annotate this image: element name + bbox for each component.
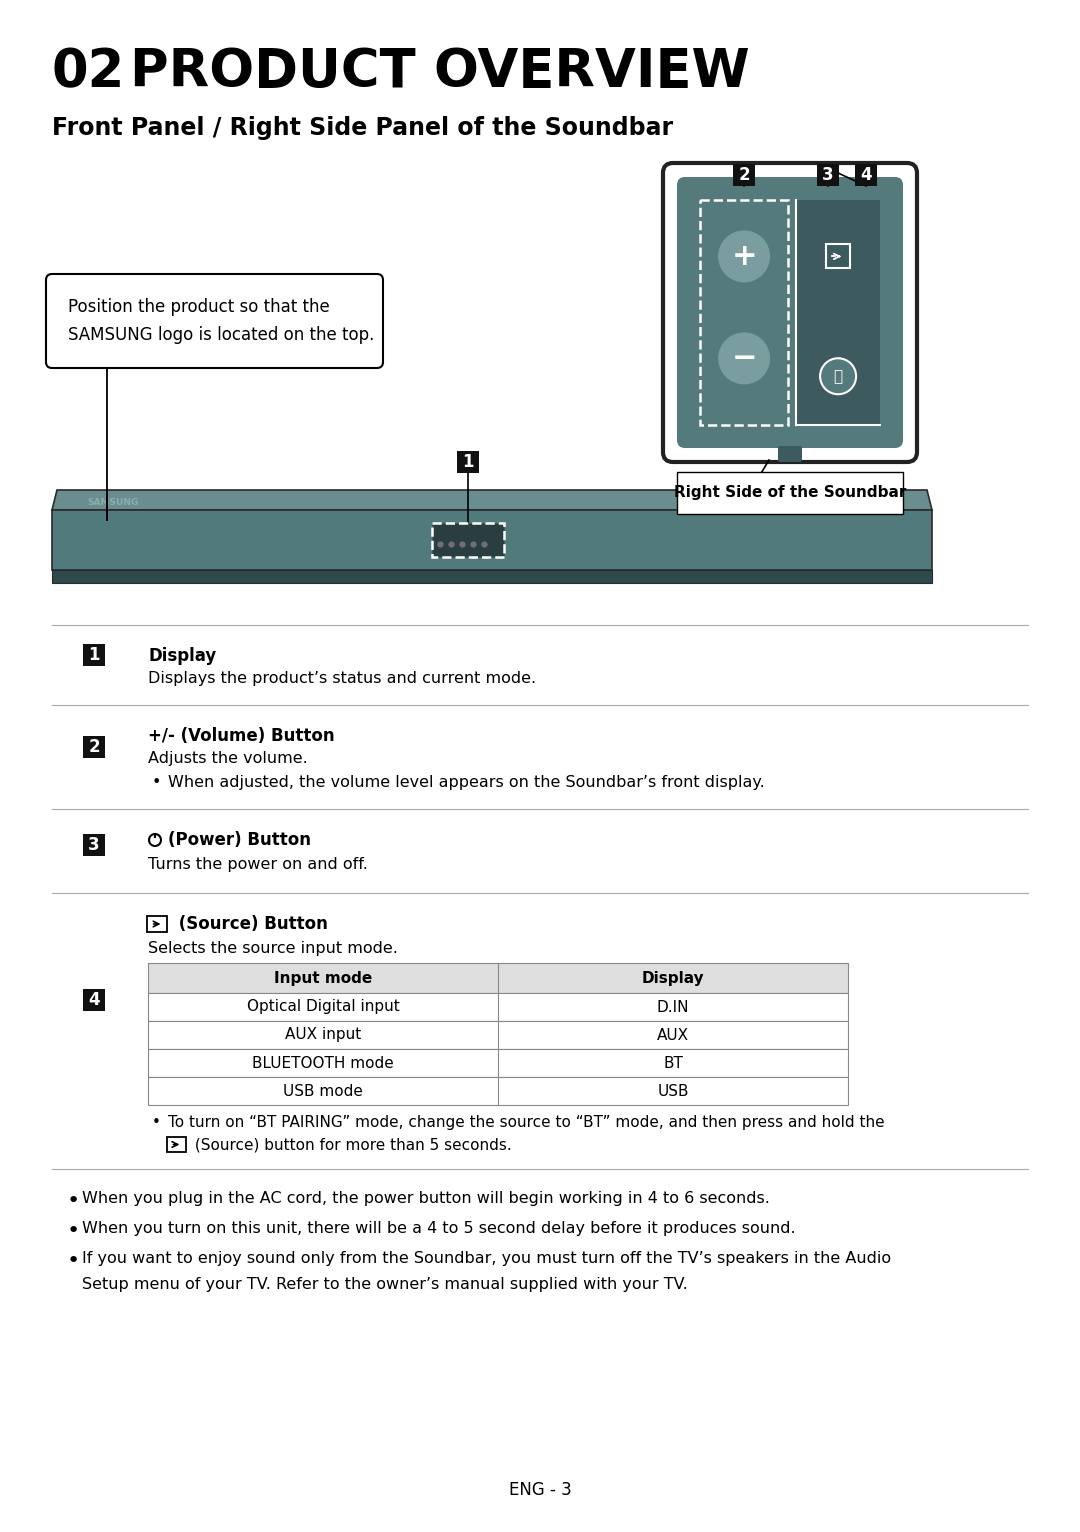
FancyBboxPatch shape bbox=[855, 164, 877, 185]
FancyBboxPatch shape bbox=[677, 472, 903, 515]
Polygon shape bbox=[52, 490, 932, 510]
Text: 2: 2 bbox=[89, 738, 99, 755]
Text: 2: 2 bbox=[739, 165, 750, 184]
Text: 1: 1 bbox=[89, 647, 99, 663]
Text: Input mode: Input mode bbox=[274, 970, 373, 985]
FancyBboxPatch shape bbox=[796, 201, 880, 424]
Text: Optical Digital input: Optical Digital input bbox=[246, 999, 400, 1014]
Text: Turns the power on and off.: Turns the power on and off. bbox=[148, 856, 368, 872]
Text: BT: BT bbox=[663, 1056, 683, 1071]
Text: Right Side of the Soundbar: Right Side of the Soundbar bbox=[674, 486, 906, 501]
Text: 1: 1 bbox=[462, 453, 474, 470]
Text: To turn on “BT PAIRING” mode, change the source to “BT” mode, and then press and: To turn on “BT PAIRING” mode, change the… bbox=[168, 1115, 885, 1131]
Text: 3: 3 bbox=[89, 836, 99, 853]
FancyBboxPatch shape bbox=[818, 164, 839, 185]
Text: USB: USB bbox=[658, 1083, 689, 1098]
Text: Adjusts the volume.: Adjusts the volume. bbox=[148, 751, 308, 766]
Text: ⏻: ⏻ bbox=[834, 369, 842, 383]
FancyBboxPatch shape bbox=[148, 1049, 848, 1077]
Text: SAMSUNG logo is located on the top.: SAMSUNG logo is located on the top. bbox=[68, 326, 375, 345]
FancyBboxPatch shape bbox=[148, 1077, 848, 1105]
FancyBboxPatch shape bbox=[778, 446, 802, 463]
Text: USB mode: USB mode bbox=[283, 1083, 363, 1098]
Circle shape bbox=[718, 332, 770, 385]
Text: Position the product so that the: Position the product so that the bbox=[68, 299, 329, 316]
Text: SAMSUNG: SAMSUNG bbox=[87, 498, 138, 507]
Text: D.IN: D.IN bbox=[657, 999, 689, 1014]
FancyBboxPatch shape bbox=[83, 990, 105, 1011]
Text: When you turn on this unit, there will be a 4 to 5 second delay before it produc: When you turn on this unit, there will b… bbox=[82, 1221, 796, 1236]
Text: •: • bbox=[67, 1221, 80, 1241]
Text: •: • bbox=[152, 775, 161, 791]
Text: When you plug in the AC cord, the power button will begin working in 4 to 6 seco: When you plug in the AC cord, the power … bbox=[82, 1190, 770, 1206]
Text: −: − bbox=[731, 343, 757, 372]
FancyBboxPatch shape bbox=[83, 643, 105, 666]
Text: 3: 3 bbox=[822, 165, 834, 184]
FancyBboxPatch shape bbox=[148, 1020, 848, 1049]
FancyBboxPatch shape bbox=[663, 162, 917, 463]
Text: If you want to enjoy sound only from the Soundbar, you must turn off the TV’s sp: If you want to enjoy sound only from the… bbox=[82, 1252, 891, 1265]
Text: AUX: AUX bbox=[657, 1028, 689, 1042]
Text: •: • bbox=[67, 1190, 80, 1210]
FancyBboxPatch shape bbox=[83, 833, 105, 856]
FancyBboxPatch shape bbox=[677, 178, 903, 447]
Text: Setup menu of your TV. Refer to the owner’s manual supplied with your TV.: Setup menu of your TV. Refer to the owne… bbox=[82, 1278, 688, 1291]
Text: When adjusted, the volume level appears on the Soundbar’s front display.: When adjusted, the volume level appears … bbox=[168, 775, 765, 791]
Text: Displays the product’s status and current mode.: Displays the product’s status and curren… bbox=[148, 671, 536, 686]
Text: •: • bbox=[152, 1115, 161, 1131]
FancyBboxPatch shape bbox=[457, 450, 480, 473]
Circle shape bbox=[718, 230, 770, 282]
Text: 4: 4 bbox=[861, 165, 872, 184]
Text: •: • bbox=[67, 1252, 80, 1272]
Text: (Power) Button: (Power) Button bbox=[168, 830, 311, 849]
Text: (Source) button for more than 5 seconds.: (Source) button for more than 5 seconds. bbox=[190, 1137, 512, 1152]
Text: (Source) Button: (Source) Button bbox=[173, 915, 328, 933]
Text: Front Panel / Right Side Panel of the Soundbar: Front Panel / Right Side Panel of the So… bbox=[52, 116, 673, 139]
Text: ENG - 3: ENG - 3 bbox=[509, 1481, 571, 1498]
Text: 02: 02 bbox=[52, 46, 125, 98]
FancyBboxPatch shape bbox=[148, 964, 848, 993]
Text: +/- (Volume) Button: +/- (Volume) Button bbox=[148, 728, 335, 745]
FancyBboxPatch shape bbox=[432, 522, 504, 558]
Text: Display: Display bbox=[642, 970, 704, 985]
Text: 4: 4 bbox=[89, 991, 99, 1010]
Text: Selects the source input mode.: Selects the source input mode. bbox=[148, 941, 397, 956]
FancyBboxPatch shape bbox=[46, 274, 383, 368]
Text: PRODUCT OVERVIEW: PRODUCT OVERVIEW bbox=[130, 46, 750, 98]
FancyBboxPatch shape bbox=[83, 735, 105, 758]
Polygon shape bbox=[52, 510, 932, 570]
FancyBboxPatch shape bbox=[733, 164, 755, 185]
Text: Display: Display bbox=[148, 647, 216, 665]
Text: BLUETOOTH mode: BLUETOOTH mode bbox=[252, 1056, 394, 1071]
FancyBboxPatch shape bbox=[148, 993, 848, 1020]
Text: +: + bbox=[731, 242, 757, 271]
Text: AUX input: AUX input bbox=[285, 1028, 361, 1042]
Circle shape bbox=[820, 358, 856, 394]
Polygon shape bbox=[52, 570, 932, 584]
